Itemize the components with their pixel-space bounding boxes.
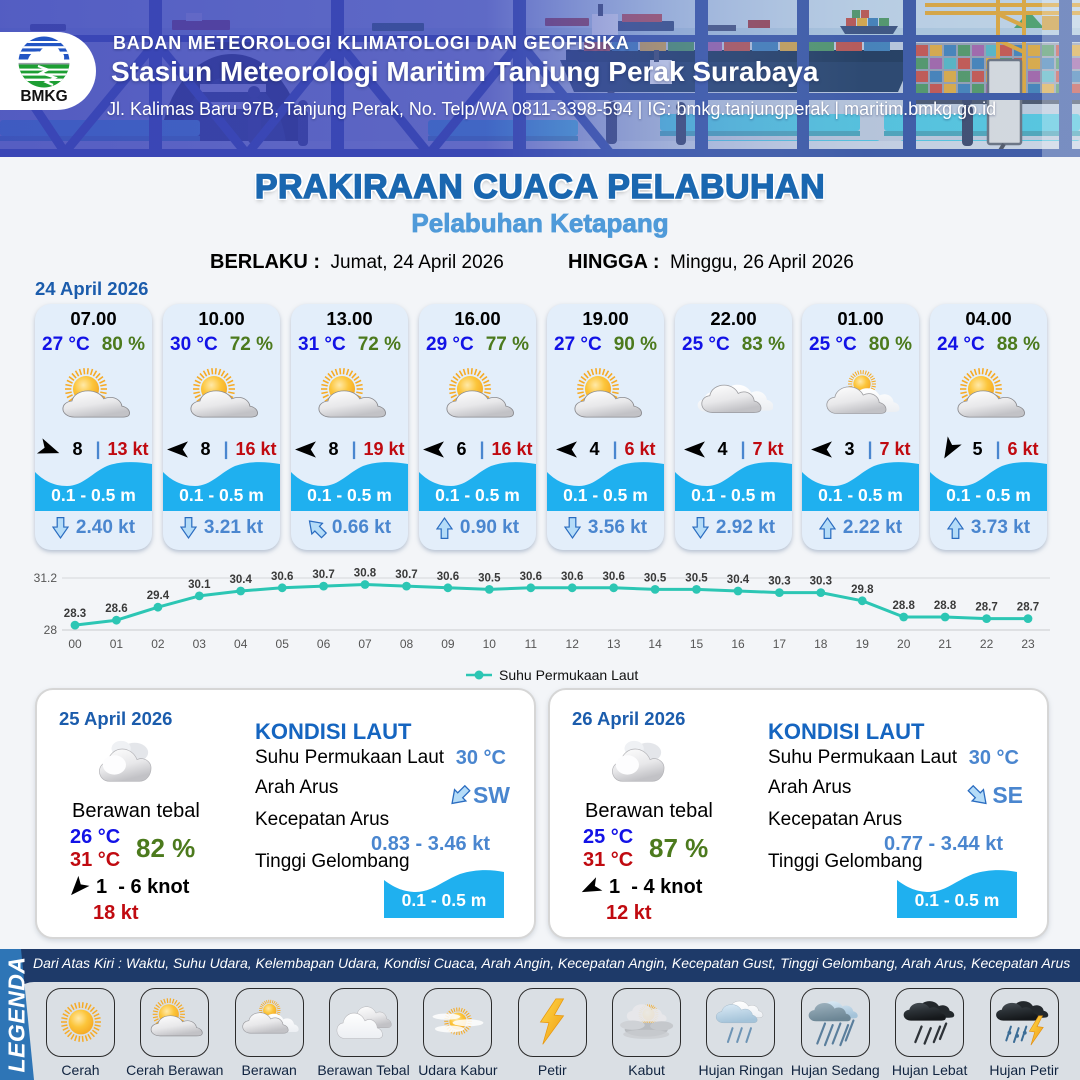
svg-text:15: 15 [690,637,704,651]
svg-text:30.6: 30.6 [520,571,542,583]
svg-text:29.4: 29.4 [147,590,170,602]
svg-text:30.3: 30.3 [768,576,790,588]
svg-text:28.3: 28.3 [64,608,86,620]
svg-text:06: 06 [317,637,331,651]
svg-text:30.3: 30.3 [810,576,832,588]
svg-text:20: 20 [897,637,911,651]
svg-text:00: 00 [68,637,82,651]
svg-text:13: 13 [607,637,621,651]
svg-text:30.6: 30.6 [437,571,459,583]
svg-text:30.5: 30.5 [685,572,708,584]
svg-text:09: 09 [441,637,455,651]
svg-text:30.1: 30.1 [188,579,211,591]
svg-text:10: 10 [483,637,497,651]
svg-text:08: 08 [400,637,414,651]
svg-text:01: 01 [110,637,124,651]
svg-text:29.8: 29.8 [851,584,874,596]
svg-text:30.7: 30.7 [312,569,334,581]
svg-text:21: 21 [938,637,952,651]
svg-text:11: 11 [525,637,538,651]
svg-text:31.2: 31.2 [34,571,58,585]
svg-text:30.4: 30.4 [727,574,750,586]
svg-text:30.8: 30.8 [354,568,377,580]
svg-text:14: 14 [648,637,662,651]
svg-text:28.8: 28.8 [934,600,957,612]
svg-text:28.7: 28.7 [1017,602,1039,614]
svg-text:Suhu Permukaan Laut: Suhu Permukaan Laut [499,667,638,683]
svg-text:16: 16 [731,637,745,651]
svg-text:30.4: 30.4 [230,574,253,586]
svg-text:28: 28 [44,623,58,637]
svg-text:30.5: 30.5 [478,572,501,584]
svg-text:02: 02 [151,637,165,651]
svg-text:22: 22 [980,637,994,651]
svg-text:30.7: 30.7 [395,569,417,581]
svg-text:17: 17 [773,637,787,651]
svg-text:28.7: 28.7 [975,602,997,614]
svg-text:28.6: 28.6 [105,603,127,615]
svg-text:18: 18 [814,637,828,651]
svg-text:30.6: 30.6 [603,571,625,583]
svg-text:03: 03 [193,637,207,651]
svg-text:30.5: 30.5 [644,572,667,584]
svg-text:04: 04 [234,637,248,651]
svg-text:23: 23 [1021,637,1035,651]
svg-text:BMKG: BMKG [20,88,67,104]
svg-text:19: 19 [856,637,870,651]
svg-text:07: 07 [358,637,372,651]
svg-text:28.8: 28.8 [893,600,916,612]
svg-text:30.6: 30.6 [561,571,583,583]
svg-text:12: 12 [566,637,580,651]
svg-text:05: 05 [276,637,290,651]
svg-text:30.6: 30.6 [271,571,293,583]
